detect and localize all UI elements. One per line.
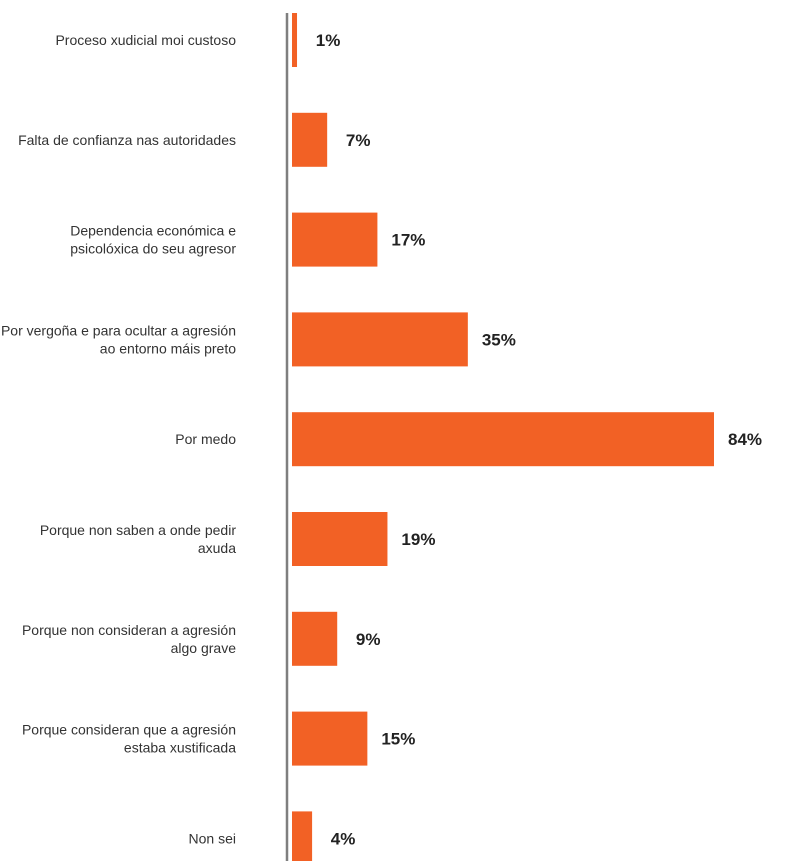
value-label-3: 35% (482, 330, 516, 349)
category-label-7-line-0: Porque consideran que a agresión (22, 722, 236, 738)
category-label-6-line-1: algo grave (171, 640, 237, 656)
bar-0 (292, 13, 298, 67)
bar-5 (292, 512, 388, 566)
bar-8 (292, 811, 313, 861)
category-label-1: Falta de confianza nas autoridades (18, 132, 236, 148)
value-label-4: 84% (728, 430, 762, 449)
category-label-6-line-0: Porque non consideran a agresión (22, 622, 236, 638)
category-label-3-line-0: Por vergoña e para ocultar a agresión (1, 322, 236, 338)
value-label-2: 17% (391, 231, 425, 250)
bars-layer (292, 13, 714, 861)
category-label-7: Porque consideran que a agresión estaba x… (22, 722, 236, 756)
category-label-0: Proceso xudicial moi custoso (55, 32, 236, 48)
category-label-4: Por medo (175, 431, 236, 447)
value-label-0: 1% (316, 31, 341, 50)
category-label-7-line-1: estaba xustificada (124, 740, 236, 756)
category-label-4-line-0: Por medo (175, 431, 236, 447)
category-label-6: Porque non consideran a agresión algo gra… (22, 622, 236, 656)
category-label-3: Por vergoña e para ocultar a agresión ao … (1, 322, 236, 356)
category-label-2-line-1: psicolóxica do seu agresor (70, 241, 236, 257)
value-label-6: 9% (356, 630, 381, 649)
category-label-5: Porque non saben a onde pedir axuda (40, 522, 236, 556)
category-label-5-line-0: Porque non saben a onde pedir (40, 522, 236, 538)
bar-2 (292, 212, 378, 267)
category-label-2-line-0: Dependencia económica e (70, 223, 236, 239)
category-label-0-line-0: Proceso xudicial moi custoso (55, 32, 236, 48)
value-label-8: 4% (331, 829, 356, 848)
bar-4 (292, 412, 714, 467)
value-label-7: 15% (381, 730, 415, 749)
category-label-5-line-1: axuda (198, 540, 236, 556)
bar-3 (292, 312, 468, 367)
bar-1 (292, 112, 328, 167)
labels-layer: 1% Proceso xudicial moi custoso 7% Falta de… (1, 31, 762, 848)
category-label-8: Non sei (189, 830, 236, 846)
bar-6 (292, 611, 338, 666)
value-label-5: 19% (401, 530, 435, 549)
category-label-2: Dependencia económica e psicolóxica do se… (70, 223, 236, 257)
category-label-1-line-0: Falta de confianza nas autoridades (18, 132, 236, 148)
category-label-8-line-0: Non sei (189, 830, 236, 846)
bar-7 (292, 711, 368, 766)
category-label-3-line-1: ao entorno máis preto (100, 340, 236, 356)
value-label-1: 7% (346, 131, 371, 150)
